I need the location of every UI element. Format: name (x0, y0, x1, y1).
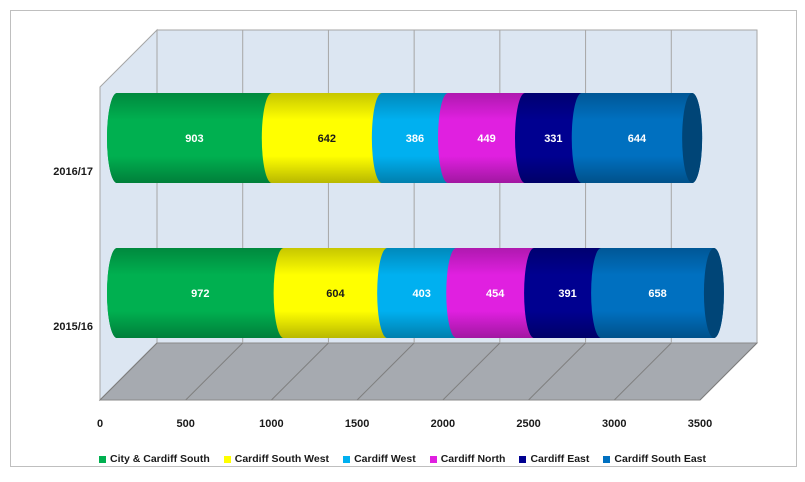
bar-segment: 903 (107, 93, 282, 183)
bar-segment: 403 (377, 248, 467, 338)
bar-segment: 331 (515, 93, 592, 183)
legend-label: City & Cardiff South (110, 453, 210, 465)
legend-label: Cardiff East (530, 453, 590, 465)
x-tick-label: 2500 (516, 418, 540, 430)
gridline-floor (613, 342, 672, 401)
data-label: 604 (326, 288, 345, 300)
bar-cap-right (703, 248, 724, 338)
x-tick-label: 1500 (345, 418, 369, 430)
bar-segment: 644 (571, 93, 703, 183)
legend-item: Cardiff South East (603, 453, 706, 465)
legend-swatch (603, 455, 611, 463)
legend-label: Cardiff South East (614, 453, 706, 465)
x-tick-label: 0 (97, 418, 103, 430)
data-label: 972 (191, 288, 209, 300)
data-label: 391 (558, 288, 576, 300)
legend-label: Cardiff North (440, 453, 506, 465)
bar-cap-left (107, 93, 127, 183)
bar-body (377, 248, 467, 338)
bar-segment: 604 (273, 248, 398, 338)
data-label: 386 (406, 133, 424, 145)
legend-swatch (343, 455, 351, 463)
gridline-floor (356, 342, 415, 401)
x-tick-label: 2000 (431, 418, 455, 430)
legend-swatch (429, 455, 437, 463)
bar-body (107, 248, 294, 338)
bar-body (515, 93, 592, 183)
bar-body (446, 248, 545, 338)
data-label: 644 (628, 133, 647, 145)
legend-item: Cardiff East (519, 453, 589, 465)
side-wall (99, 28, 158, 402)
data-label: 331 (544, 133, 562, 145)
bar-body (261, 93, 392, 183)
bar-segment: 454 (446, 248, 545, 338)
gridline-floor (699, 342, 758, 401)
x-tick-label: 1000 (259, 418, 283, 430)
bar-segment: 972 (107, 248, 294, 338)
data-label: 403 (413, 288, 431, 300)
gridline-floor (271, 342, 329, 401)
gridline-floor (185, 342, 244, 401)
x-tick-label: 3500 (688, 418, 712, 430)
data-label: 449 (477, 133, 495, 145)
data-label: 454 (486, 288, 505, 300)
x-tick-label: 500 (177, 418, 195, 430)
bar-body (571, 93, 703, 183)
legend-swatch (223, 455, 231, 463)
bar-body (371, 93, 459, 183)
data-label: 658 (648, 288, 666, 300)
chart-legend: City & Cardiff South Cardiff South West Ca… (0, 448, 805, 470)
legend-swatch (99, 455, 106, 463)
legend-item: Cardiff North (429, 453, 506, 465)
bar-body (107, 93, 282, 183)
gridline-floor (442, 342, 501, 401)
bar-cap-left (107, 248, 127, 338)
bar-body (524, 248, 612, 338)
data-label: 903 (185, 133, 203, 145)
category-label: 2016/17 (53, 166, 93, 178)
bar-segment: 658 (591, 248, 724, 338)
gridline-floor (528, 342, 586, 401)
data-label: 642 (318, 133, 336, 145)
floor (98, 342, 759, 401)
bar-body (438, 93, 535, 183)
legend-item: City & Cardiff South (99, 453, 210, 465)
bar-segment: 386 (371, 93, 459, 183)
legend-item: Cardiff West (343, 453, 416, 465)
bar-cap-right (682, 93, 703, 183)
bar-body (591, 248, 724, 338)
bar-segment: 449 (438, 93, 535, 183)
chart-border (10, 10, 797, 467)
category-label: 2015/16 (53, 321, 93, 333)
gridline-floor (99, 342, 158, 401)
x-tick-label: 3000 (602, 418, 626, 430)
legend-item: Cardiff South West (223, 453, 330, 465)
legend-label: Cardiff West (354, 453, 416, 465)
bar-segment: 391 (524, 248, 612, 338)
legend-swatch (519, 455, 527, 463)
bar-body (273, 248, 398, 338)
bar-segment: 642 (261, 93, 392, 183)
legend-label: Cardiff South West (234, 453, 330, 465)
